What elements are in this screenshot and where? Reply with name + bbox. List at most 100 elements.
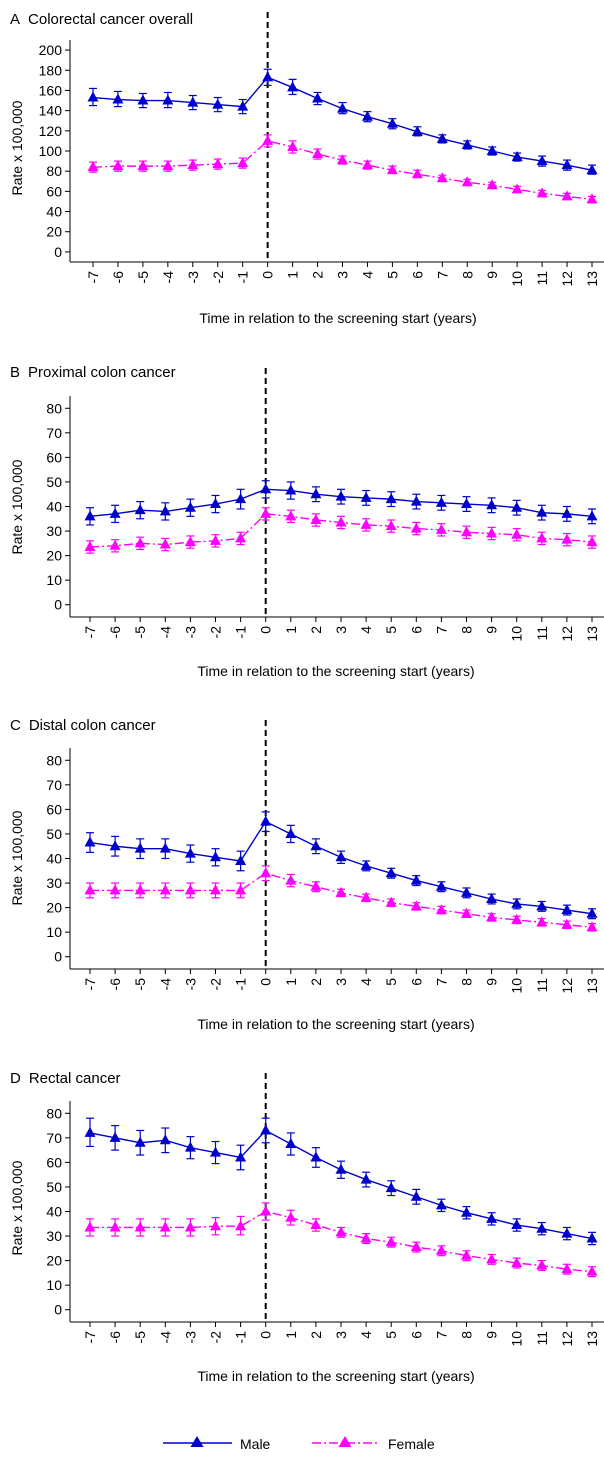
panel-c-xtick-label: -3 <box>182 978 198 991</box>
panel-a-male-point <box>312 92 324 103</box>
panel-d-male-point <box>385 1182 397 1193</box>
panel-d-male-point <box>134 1136 146 1147</box>
panel-b-xtick-label: 0 <box>258 626 274 634</box>
panel-d-male-point <box>109 1131 121 1142</box>
panel-d-xtick-label: -5 <box>132 1331 148 1344</box>
panel-c-female-point <box>310 880 322 891</box>
panel-b-xtick-label: -1 <box>233 626 249 639</box>
panel-b-female-point <box>235 532 247 543</box>
panel-c-xtick-label: 2 <box>308 978 324 986</box>
panel-c-xtick-label: 8 <box>459 978 475 986</box>
panel-a-male-point <box>137 94 149 105</box>
panel-b-ytick-label: 10 <box>46 572 62 588</box>
panel-c-ytick-label: 40 <box>46 851 62 867</box>
panel-c-xtick-label: -2 <box>208 978 224 991</box>
panel-c-xtick-label: 11 <box>534 978 550 993</box>
panel-b-xtick-label: -3 <box>182 626 198 639</box>
panel-b-xtick-label: -5 <box>132 626 148 639</box>
panel-c-xtick-label: 10 <box>509 978 525 994</box>
panel-c-title: C Distal colon cancer <box>10 717 156 734</box>
panel-d-male-point <box>285 1137 297 1148</box>
panel-d-female-point <box>360 1232 372 1243</box>
panel-d-xtick-label: -2 <box>208 1331 224 1344</box>
panel-c-male-point <box>109 840 121 851</box>
panel-d-ytick-label: 60 <box>46 1154 62 1170</box>
panel-d-title: D Rectal cancer <box>10 1070 121 1087</box>
panel-b-male-point <box>109 507 121 518</box>
panel-a-xtick-label: 9 <box>484 271 500 279</box>
panel-a-xtick-label: 6 <box>409 271 425 279</box>
panel-c-female-point <box>586 921 598 932</box>
panel-a-xtick-label: -1 <box>235 271 251 284</box>
panel-d-female-point <box>159 1221 171 1232</box>
panel-a-ytick-label: 20 <box>46 224 62 240</box>
panel-c-male-point <box>235 854 247 865</box>
panel-d-ytick-label: 80 <box>46 1105 62 1121</box>
panel-d-female-point <box>260 1205 272 1216</box>
panel-b-xtick-label: 10 <box>509 626 525 642</box>
panel-c-xtick-label: -6 <box>107 978 123 991</box>
panel-b-female-point <box>410 522 422 533</box>
panel-d-male-point <box>159 1134 171 1145</box>
panel-c-male-point <box>385 867 397 878</box>
panel-d-xtick-label: 3 <box>333 1331 349 1339</box>
panel-b-female-point <box>184 536 196 547</box>
panel-a-xtick-label: -7 <box>85 271 101 284</box>
panel-d-ytick-label: 70 <box>46 1130 62 1146</box>
panel-c-xtick-label: -7 <box>82 978 98 991</box>
panel-b-female-point <box>285 510 297 521</box>
panel-c-female-point <box>435 904 447 915</box>
panel-a-xtick-label: 0 <box>260 271 276 279</box>
panel-b-male-point <box>159 505 171 516</box>
panel-d-female-point <box>486 1253 498 1264</box>
panel-d-female-point <box>285 1211 297 1222</box>
panel-a-male-point <box>187 96 199 107</box>
panel-c-xtick-label: 5 <box>383 978 399 986</box>
panel-d-female-point <box>210 1220 221 1231</box>
panel-a-female-point <box>436 172 448 183</box>
panel-b-title-text: Proximal colon cancer <box>28 364 176 381</box>
panel-b-female-point <box>84 541 96 552</box>
panel-a-xtick-label: -6 <box>110 271 126 284</box>
panel-d-male-point <box>461 1206 472 1217</box>
panel-c-male-point <box>511 897 523 908</box>
panel-a-female-point <box>511 183 523 194</box>
panel-c-xtick-label: 7 <box>433 978 449 986</box>
panel-b-female-point <box>210 534 221 545</box>
panel-d-xtick-label: 7 <box>433 1331 449 1339</box>
panel-a-xtick-label: 7 <box>434 271 450 279</box>
panel-d-male-point <box>410 1190 422 1201</box>
panel-b-xtick-label: -2 <box>208 626 224 639</box>
panel-b-ytick-label: 80 <box>46 400 62 416</box>
panel-b-female-point <box>511 528 523 539</box>
panel-b-male-point <box>561 507 573 518</box>
panel-a-male-point <box>461 138 473 149</box>
panel-c-ytick-label: 0 <box>54 949 62 965</box>
panel-a-female-point <box>586 193 598 204</box>
panel-c-female-point <box>134 884 146 895</box>
panel-c-xtick-label: 6 <box>408 978 424 986</box>
panel-d-male-point <box>486 1212 498 1223</box>
panel-c-xtick-label: 13 <box>584 978 600 994</box>
panel-a-title: A Colorectal cancer overall <box>10 11 193 28</box>
panel-c-male-point <box>84 836 96 847</box>
panel-a-male-point <box>486 145 498 155</box>
panel-c-female-point <box>486 911 498 922</box>
panel-a-male-point <box>212 98 224 109</box>
panel-d-xtick-label: 4 <box>358 1331 374 1339</box>
panel-c-letter: C <box>10 717 21 734</box>
panel-d-male-point <box>184 1141 196 1152</box>
panel-d-ylabel: Rate x 100,000 <box>9 1160 25 1255</box>
panel-d-xtick-label: -6 <box>107 1331 123 1344</box>
panel-b-ytick-label: 70 <box>46 425 62 441</box>
panel-c-female-point <box>184 884 196 895</box>
panel-a-female-point <box>237 157 249 168</box>
panel-b-xtick-label: 13 <box>584 626 600 642</box>
panel-a-female-point <box>187 159 199 170</box>
panel-c-male-point <box>134 842 146 853</box>
panel-a-xtick-label: -3 <box>185 271 201 284</box>
panel-a-female-point <box>337 154 348 165</box>
panel-d-male-point <box>511 1219 523 1230</box>
panel-a-male-point <box>386 117 398 128</box>
